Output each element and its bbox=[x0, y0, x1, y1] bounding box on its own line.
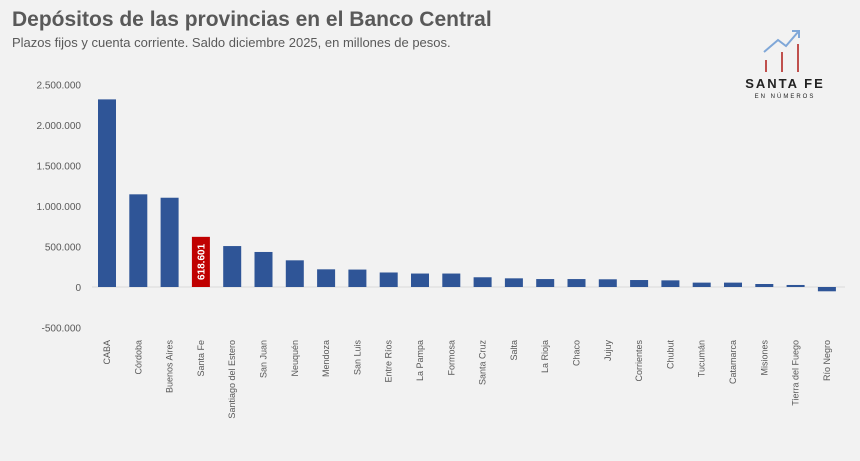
bar-buenos-aires bbox=[160, 197, 179, 287]
logo-title: SANTA FE bbox=[745, 76, 825, 91]
bar-la-rioja bbox=[536, 279, 555, 287]
y-tick-label: 500.000 bbox=[45, 242, 82, 253]
bar-santa-fe bbox=[191, 236, 210, 287]
bar-mendoza bbox=[317, 269, 336, 287]
x-tick-label: Misiones bbox=[759, 340, 769, 376]
chart-title: Depósitos de las provincias en el Banco … bbox=[12, 8, 492, 31]
x-tick-label: Entre Ríos bbox=[384, 340, 394, 383]
x-tick-label: La Pampa bbox=[415, 340, 425, 381]
bar-formosa bbox=[442, 273, 461, 287]
bar-chubut bbox=[661, 280, 680, 287]
bar-entre-ríos bbox=[379, 272, 398, 287]
bar-jujuy bbox=[598, 279, 617, 287]
x-tick-label: Tucumán bbox=[697, 340, 707, 377]
bar-neuquén bbox=[285, 260, 304, 287]
x-tick-label: Río Negro bbox=[822, 340, 832, 381]
bar-caba bbox=[98, 99, 116, 287]
bar-tucumán bbox=[692, 282, 711, 287]
x-tick-label: Tierra del Fuego bbox=[791, 340, 801, 406]
x-tick-label: San Luis bbox=[352, 340, 362, 376]
y-tick-label: 0 bbox=[75, 283, 81, 294]
x-tick-label: CABA bbox=[102, 340, 112, 365]
x-tick-label: La Rioja bbox=[540, 340, 550, 373]
x-tick-label: Buenos Aires bbox=[165, 340, 175, 394]
bar-catamarca bbox=[724, 282, 742, 287]
chart-subtitle: Plazos fijos y cuenta corriente. Saldo d… bbox=[12, 35, 451, 50]
logo-chart-icon bbox=[763, 30, 800, 72]
x-tick-label: Corrientes bbox=[634, 340, 644, 382]
y-tick-label: 1.500.000 bbox=[37, 161, 82, 172]
x-tick-label: Neuquén bbox=[290, 340, 300, 377]
x-tick-label: Santa Cruz bbox=[478, 340, 488, 386]
x-tick-label: Catamarca bbox=[728, 340, 738, 384]
bar-chaco bbox=[567, 279, 586, 287]
x-tick-label: Chaco bbox=[572, 340, 582, 366]
bar-río-negro bbox=[817, 287, 836, 292]
x-tick-label: Formosa bbox=[446, 340, 456, 376]
bar-la-pampa bbox=[411, 273, 429, 287]
bar-córdoba bbox=[129, 194, 148, 287]
y-tick-label: 2.000.000 bbox=[37, 121, 82, 132]
bar-san-juan bbox=[254, 251, 273, 287]
x-tick-label: Salta bbox=[509, 340, 519, 361]
y-tick-label: -500.000 bbox=[42, 324, 82, 335]
y-tick-label: 2.500.000 bbox=[37, 80, 82, 91]
x-tick-label: Jujuy bbox=[603, 340, 613, 362]
bar-corrientes bbox=[630, 280, 649, 287]
santa-fe-en-numeros-logo: SANTA FE EN NÚMEROS bbox=[740, 24, 830, 108]
x-tick-label: Chubut bbox=[665, 340, 675, 370]
x-tick-label: Mendoza bbox=[321, 340, 331, 377]
logo-subtitle: EN NÚMEROS bbox=[754, 94, 816, 100]
bar-santiago-del-estero bbox=[223, 246, 242, 287]
bar-santa-cruz bbox=[473, 277, 492, 287]
x-tick-label: Santa Fe bbox=[196, 340, 206, 377]
y-tick-label: 1.000.000 bbox=[37, 202, 82, 213]
bar-tierra-del-fuego bbox=[786, 284, 805, 287]
bar-salta bbox=[504, 278, 523, 287]
x-tick-label: Córdoba bbox=[133, 340, 143, 375]
bar-san-luis bbox=[348, 269, 367, 287]
x-tick-label: San Juan bbox=[259, 340, 269, 378]
bar-misiones bbox=[755, 284, 774, 287]
data-label: 618.601 bbox=[196, 243, 207, 280]
x-tick-label: Santiago del Estero bbox=[227, 340, 237, 419]
